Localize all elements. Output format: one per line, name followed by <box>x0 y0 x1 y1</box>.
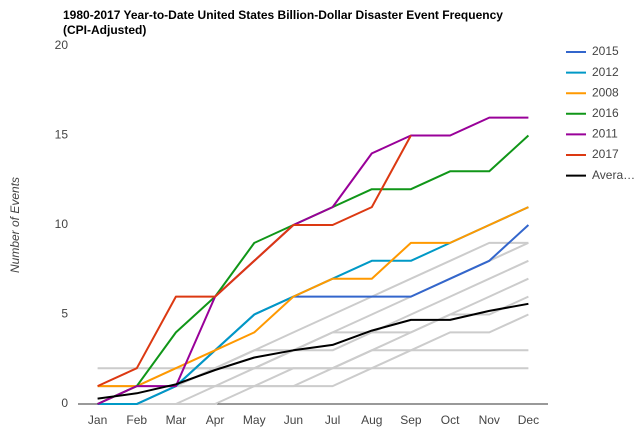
x-tick-label: Feb <box>126 413 147 427</box>
x-tick-label: Apr <box>206 413 225 427</box>
legend-label: 2016 <box>592 106 619 120</box>
y-tick-label: 5 <box>61 307 68 321</box>
chart-title: 1980-2017 Year-to-Date United States Bil… <box>63 8 503 22</box>
y-axis-label: Number of Events <box>8 177 22 273</box>
y-tick-label: 10 <box>55 217 69 231</box>
legend-label: 2015 <box>592 44 619 58</box>
legend-label: 2008 <box>592 85 619 99</box>
x-tick-label: May <box>243 413 266 427</box>
y-tick-label: 20 <box>55 38 69 52</box>
x-tick-label: Nov <box>479 413 500 427</box>
background-line <box>97 349 529 370</box>
background-line <box>97 313 529 405</box>
x-tick-label: Jul <box>325 413 340 427</box>
y-tick-label: 15 <box>55 128 69 142</box>
legend-label: 2012 <box>592 65 619 79</box>
chart-title: (CPI-Adjusted) <box>63 23 146 37</box>
x-tick-label: Dec <box>518 413 539 427</box>
series-line <box>97 116 529 405</box>
background-line <box>97 295 529 388</box>
series-line <box>97 206 529 388</box>
legend-label: Avera… <box>592 168 635 182</box>
x-tick-label: Aug <box>361 413 382 427</box>
x-tick-label: Mar <box>166 413 187 427</box>
x-tick-label: Jan <box>88 413 107 427</box>
series-line <box>97 134 530 405</box>
series-line <box>97 135 412 388</box>
x-tick-label: Sep <box>400 413 422 427</box>
series-line <box>97 302 529 400</box>
legend-label: 2011 <box>592 127 618 141</box>
legend-label: 2017 <box>592 147 619 161</box>
x-tick-label: Jun <box>284 413 303 427</box>
y-tick-label: 0 <box>61 396 68 410</box>
x-tick-label: Oct <box>441 413 460 427</box>
